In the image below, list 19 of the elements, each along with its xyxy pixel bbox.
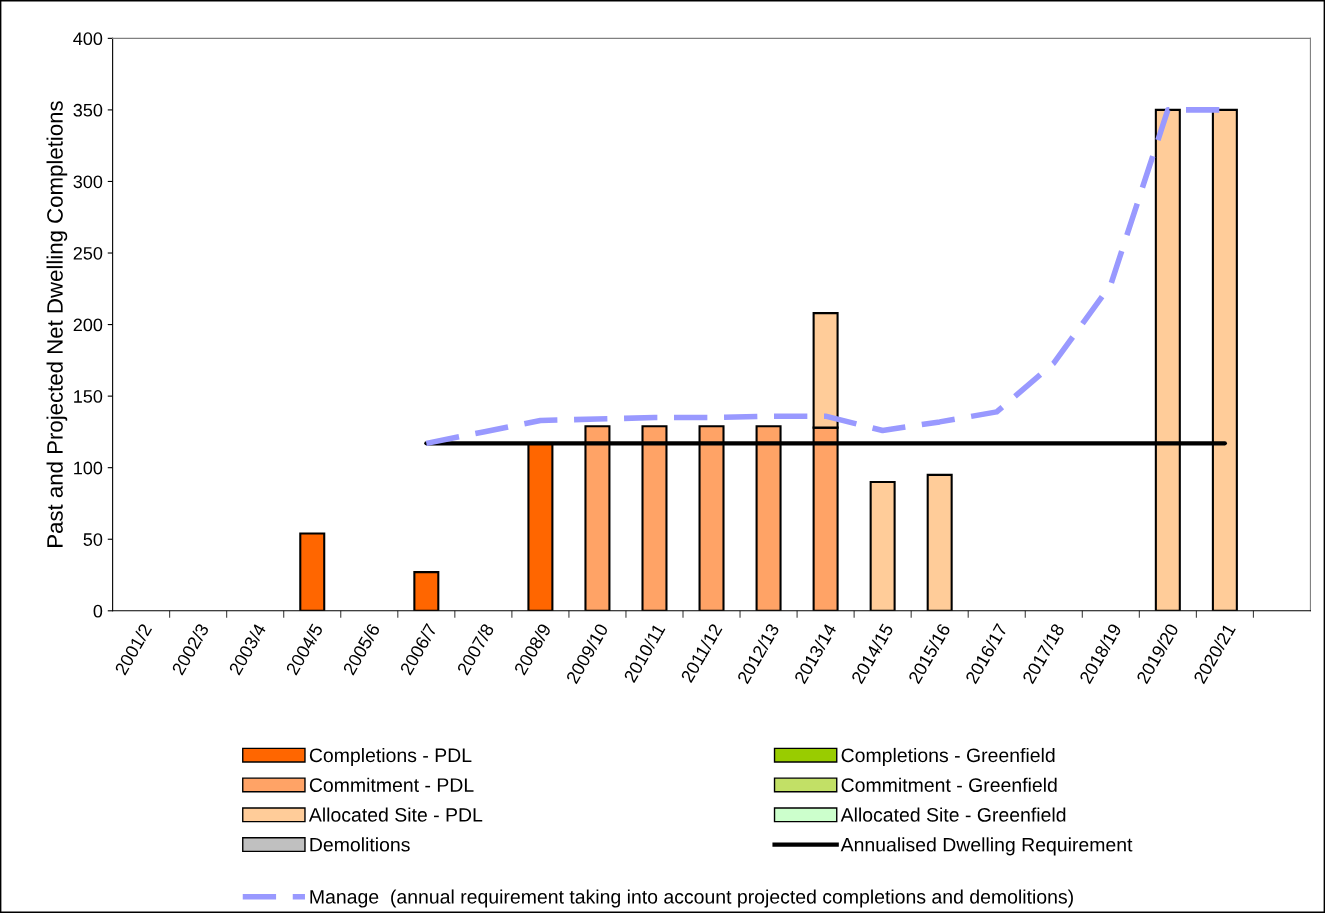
legend-label: Commitment - Greenfield (841, 777, 1057, 792)
y-tick-label: 300 (73, 175, 103, 189)
y-axis-title: Past and Projected Net Dwelling Completions (46, 101, 68, 547)
legend-label: Allocated Site - PDL (308, 807, 483, 822)
y-tick-label: 50 (83, 533, 103, 546)
y-tick-label: 250 (73, 246, 103, 260)
legend-label: Completions - PDL (309, 747, 472, 767)
y-tick-label: 400 (73, 32, 103, 46)
y-tick-label: 350 (73, 103, 103, 117)
y-tick-label: 200 (73, 318, 103, 332)
y-tick-label: 100 (74, 461, 103, 475)
legend-label: Demolitions (310, 837, 410, 852)
legend-label: Manage (annual requirement taking into account projected completions and demolitions) (310, 889, 1073, 908)
legend-label: Commitment - PDL (309, 777, 474, 792)
legend-label: Annualised Dwelling Requirement (840, 837, 1133, 856)
y-tick-label: 150 (74, 390, 103, 403)
legend-label: Allocated Site - Greenfield (840, 807, 1066, 822)
legend-label: Completions - Greenfield (841, 747, 1055, 767)
y-tick-label: 0 (93, 604, 103, 618)
